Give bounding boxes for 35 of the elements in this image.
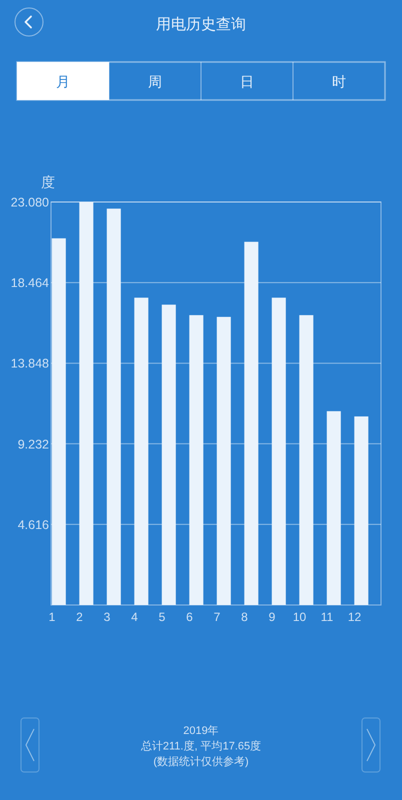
x-tick-label: 11 xyxy=(320,610,334,624)
bar xyxy=(162,304,176,605)
x-tick-label: 6 xyxy=(186,610,194,624)
x-tick-label: 2 xyxy=(76,610,84,624)
x-tick-label: 9 xyxy=(268,610,276,624)
segmented-control: 月 周 日 时 xyxy=(16,61,386,101)
bar xyxy=(52,238,66,605)
text: 总计211.度, 平均17.65度 xyxy=(140,740,262,752)
bar xyxy=(106,208,121,605)
x-tick-label: 1 xyxy=(48,610,56,624)
bar xyxy=(354,416,368,605)
bar xyxy=(134,298,148,605)
bar xyxy=(216,316,231,605)
x-tick-label: 10 xyxy=(292,610,306,624)
text: 2019年 xyxy=(183,725,219,737)
y-tick-label: 4.616 xyxy=(18,518,50,532)
x-tick-label: 12 xyxy=(348,610,362,624)
bar xyxy=(272,298,286,605)
bar xyxy=(189,315,204,605)
x-tick-label: 7 xyxy=(214,610,221,624)
bar xyxy=(326,411,341,605)
x-tick-label: 3 xyxy=(104,610,111,624)
text: 用电历史查询 xyxy=(156,16,246,33)
bar xyxy=(244,242,258,605)
x-tick-label: 8 xyxy=(241,610,248,624)
x-tick-label: 4 xyxy=(131,610,138,624)
y-tick-label: 23.080 xyxy=(10,196,50,210)
y-tick-label: 9.232 xyxy=(18,437,50,452)
y-tick-label: 13.848 xyxy=(10,356,50,371)
text: (数据统计仅供参考) xyxy=(153,755,249,768)
bar xyxy=(299,315,314,605)
x-tick-label: 5 xyxy=(158,610,166,624)
y-axis-title: 度 xyxy=(41,174,55,190)
bar xyxy=(79,202,94,605)
y-tick-label: 18.464 xyxy=(10,276,50,290)
